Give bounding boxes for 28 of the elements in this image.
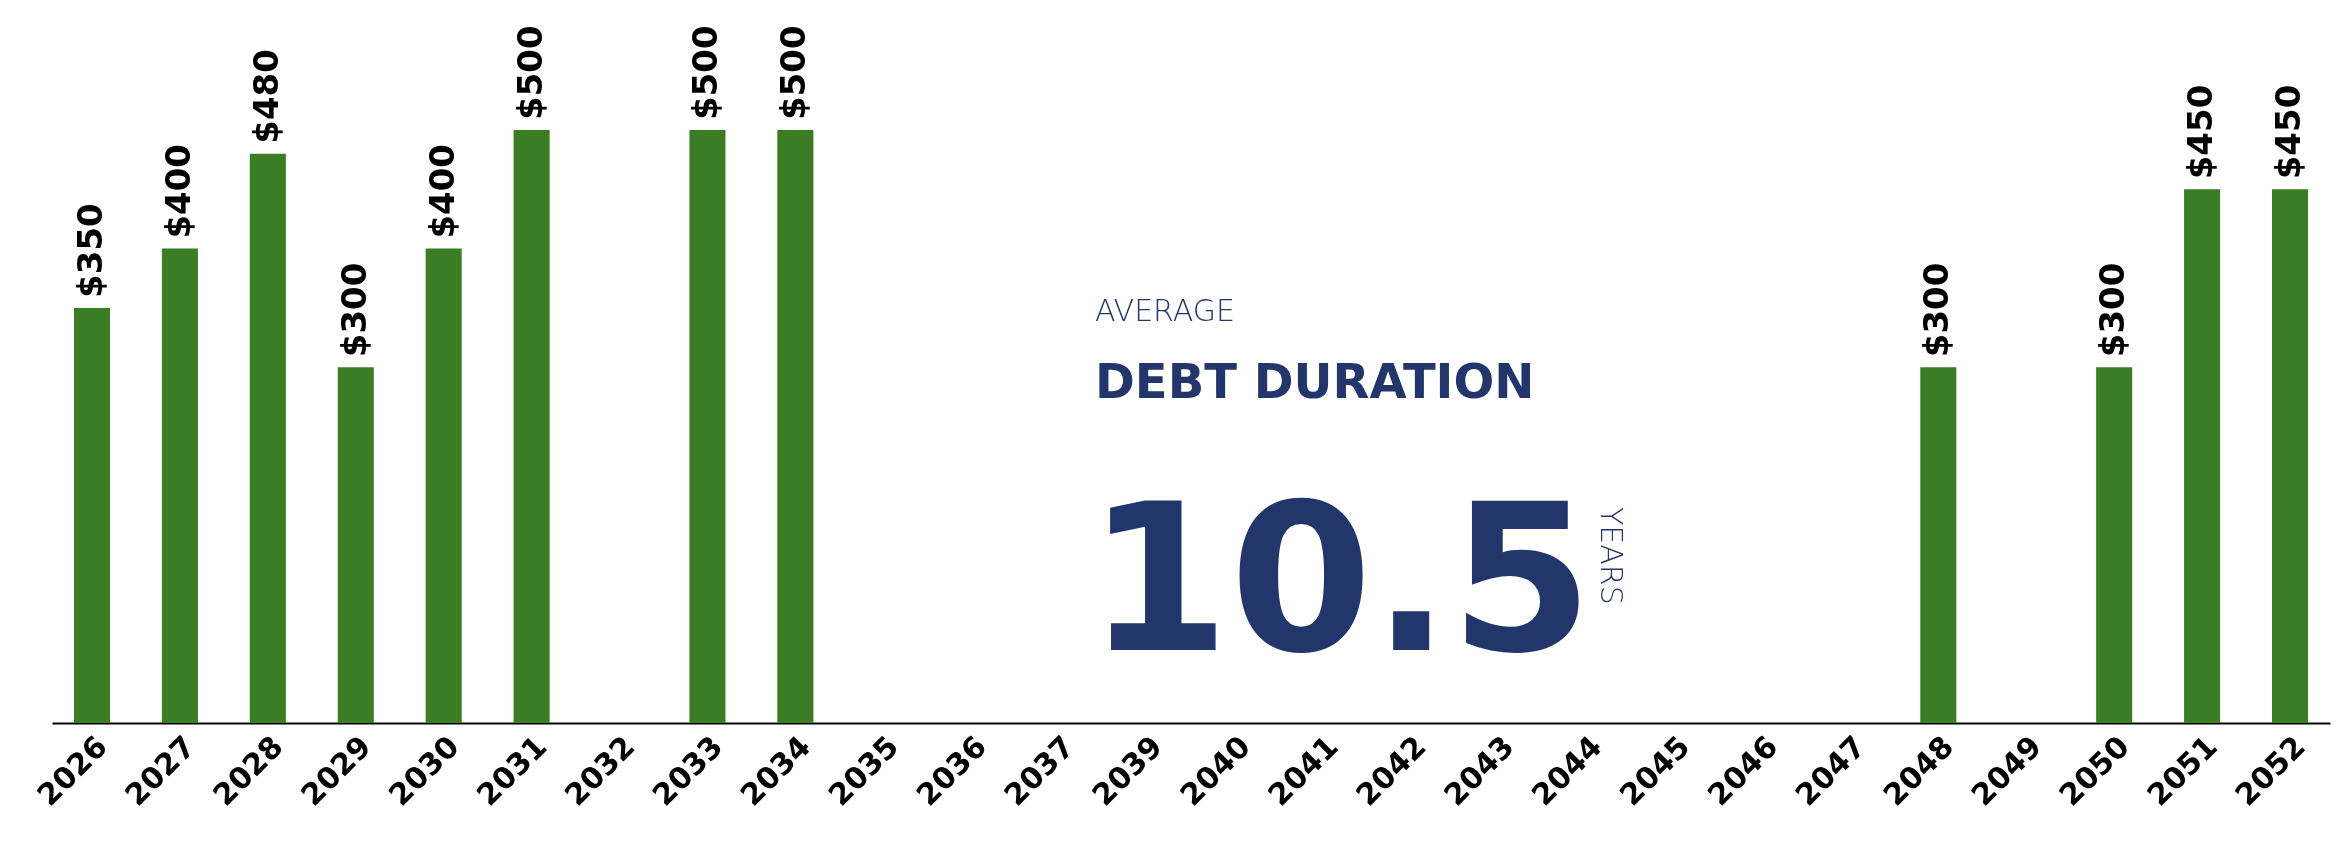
data-label: $400 bbox=[421, 143, 462, 239]
data-label: $350 bbox=[70, 203, 110, 298]
data-label: $300 bbox=[2092, 262, 2133, 358]
bar bbox=[425, 248, 462, 723]
data-label: $300 bbox=[333, 262, 374, 358]
data-label: $480 bbox=[245, 49, 286, 144]
data-label: $500 bbox=[509, 25, 550, 120]
bar bbox=[2271, 189, 2309, 723]
annotation: YEARS bbox=[1594, 507, 1629, 605]
data-label: $450 bbox=[2180, 84, 2221, 180]
data-label: $400 bbox=[157, 143, 198, 239]
bar bbox=[337, 367, 374, 723]
data-label: $500 bbox=[685, 25, 726, 120]
bar bbox=[513, 130, 550, 723]
annotation: DEBT DURATION bbox=[1095, 353, 1535, 409]
bar bbox=[1920, 367, 1957, 723]
bar bbox=[161, 248, 198, 723]
bar bbox=[689, 130, 726, 723]
data-label: $450 bbox=[2268, 84, 2308, 180]
bar bbox=[2184, 189, 2221, 723]
data-label: $300 bbox=[1916, 262, 1957, 358]
annotation: 10.5 bbox=[1087, 460, 1593, 698]
bar bbox=[777, 130, 814, 723]
data-label: $500 bbox=[773, 25, 814, 120]
annotation: AVERAGE bbox=[1095, 293, 1235, 328]
bar bbox=[249, 153, 286, 723]
bar bbox=[73, 307, 111, 723]
bar bbox=[2096, 367, 2133, 723]
